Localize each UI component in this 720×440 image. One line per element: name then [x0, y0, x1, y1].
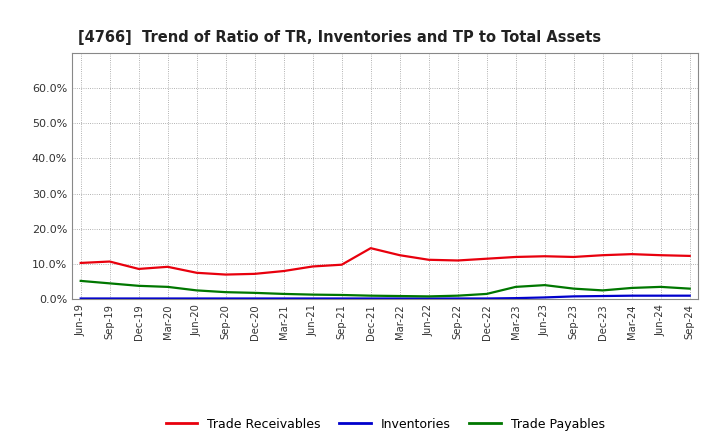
Trade Payables: [105, 281, 114, 286]
Trade Payables: [424, 294, 433, 299]
Trade Payables: [308, 292, 317, 297]
Trade Payables: [366, 293, 375, 298]
Inventories: [192, 296, 201, 301]
Inventories: [424, 296, 433, 301]
Inventories: [482, 296, 491, 301]
Inventories: [685, 293, 694, 298]
Inventories: [251, 296, 259, 301]
Trade Receivables: [657, 253, 665, 258]
Trade Payables: [511, 284, 520, 290]
Trade Payables: [685, 286, 694, 291]
Inventories: [366, 296, 375, 301]
Text: [4766]  Trend of Ratio of TR, Inventories and TP to Total Assets: [4766] Trend of Ratio of TR, Inventories…: [78, 29, 601, 45]
Trade Receivables: [163, 264, 172, 269]
Trade Payables: [454, 293, 462, 298]
Inventories: [627, 293, 636, 298]
Inventories: [76, 296, 85, 301]
Trade Payables: [192, 288, 201, 293]
Legend: Trade Receivables, Inventories, Trade Payables: Trade Receivables, Inventories, Trade Pa…: [161, 413, 610, 436]
Inventories: [135, 296, 143, 301]
Line: Trade Receivables: Trade Receivables: [81, 248, 690, 275]
Trade Receivables: [424, 257, 433, 262]
Trade Receivables: [338, 262, 346, 268]
Trade Receivables: [541, 253, 549, 259]
Trade Receivables: [251, 271, 259, 276]
Trade Receivables: [511, 254, 520, 260]
Trade Payables: [395, 293, 404, 299]
Trade Receivables: [685, 253, 694, 259]
Line: Trade Payables: Trade Payables: [81, 281, 690, 297]
Trade Receivables: [135, 266, 143, 271]
Trade Payables: [657, 284, 665, 290]
Inventories: [657, 293, 665, 298]
Trade Receivables: [366, 246, 375, 251]
Trade Receivables: [192, 270, 201, 275]
Trade Receivables: [76, 260, 85, 266]
Trade Payables: [163, 284, 172, 290]
Trade Payables: [482, 291, 491, 297]
Inventories: [598, 293, 607, 299]
Inventories: [338, 296, 346, 301]
Trade Receivables: [279, 268, 288, 274]
Trade Payables: [338, 292, 346, 297]
Inventories: [395, 296, 404, 301]
Trade Receivables: [454, 258, 462, 263]
Trade Receivables: [308, 264, 317, 269]
Inventories: [454, 296, 462, 301]
Trade Receivables: [482, 256, 491, 261]
Trade Payables: [76, 278, 85, 283]
Inventories: [105, 296, 114, 301]
Line: Inventories: Inventories: [81, 296, 690, 298]
Trade Payables: [541, 282, 549, 288]
Trade Receivables: [598, 253, 607, 258]
Trade Receivables: [627, 252, 636, 257]
Inventories: [279, 296, 288, 301]
Trade Payables: [135, 283, 143, 289]
Inventories: [163, 296, 172, 301]
Trade Payables: [279, 291, 288, 297]
Trade Payables: [570, 286, 578, 291]
Trade Payables: [627, 285, 636, 290]
Inventories: [308, 296, 317, 301]
Trade Receivables: [221, 272, 230, 277]
Inventories: [221, 296, 230, 301]
Trade Receivables: [105, 259, 114, 264]
Inventories: [511, 296, 520, 301]
Inventories: [570, 294, 578, 299]
Trade Receivables: [570, 254, 578, 260]
Trade Payables: [251, 290, 259, 296]
Trade Payables: [221, 290, 230, 295]
Trade Receivables: [395, 253, 404, 258]
Trade Payables: [598, 288, 607, 293]
Inventories: [541, 295, 549, 300]
